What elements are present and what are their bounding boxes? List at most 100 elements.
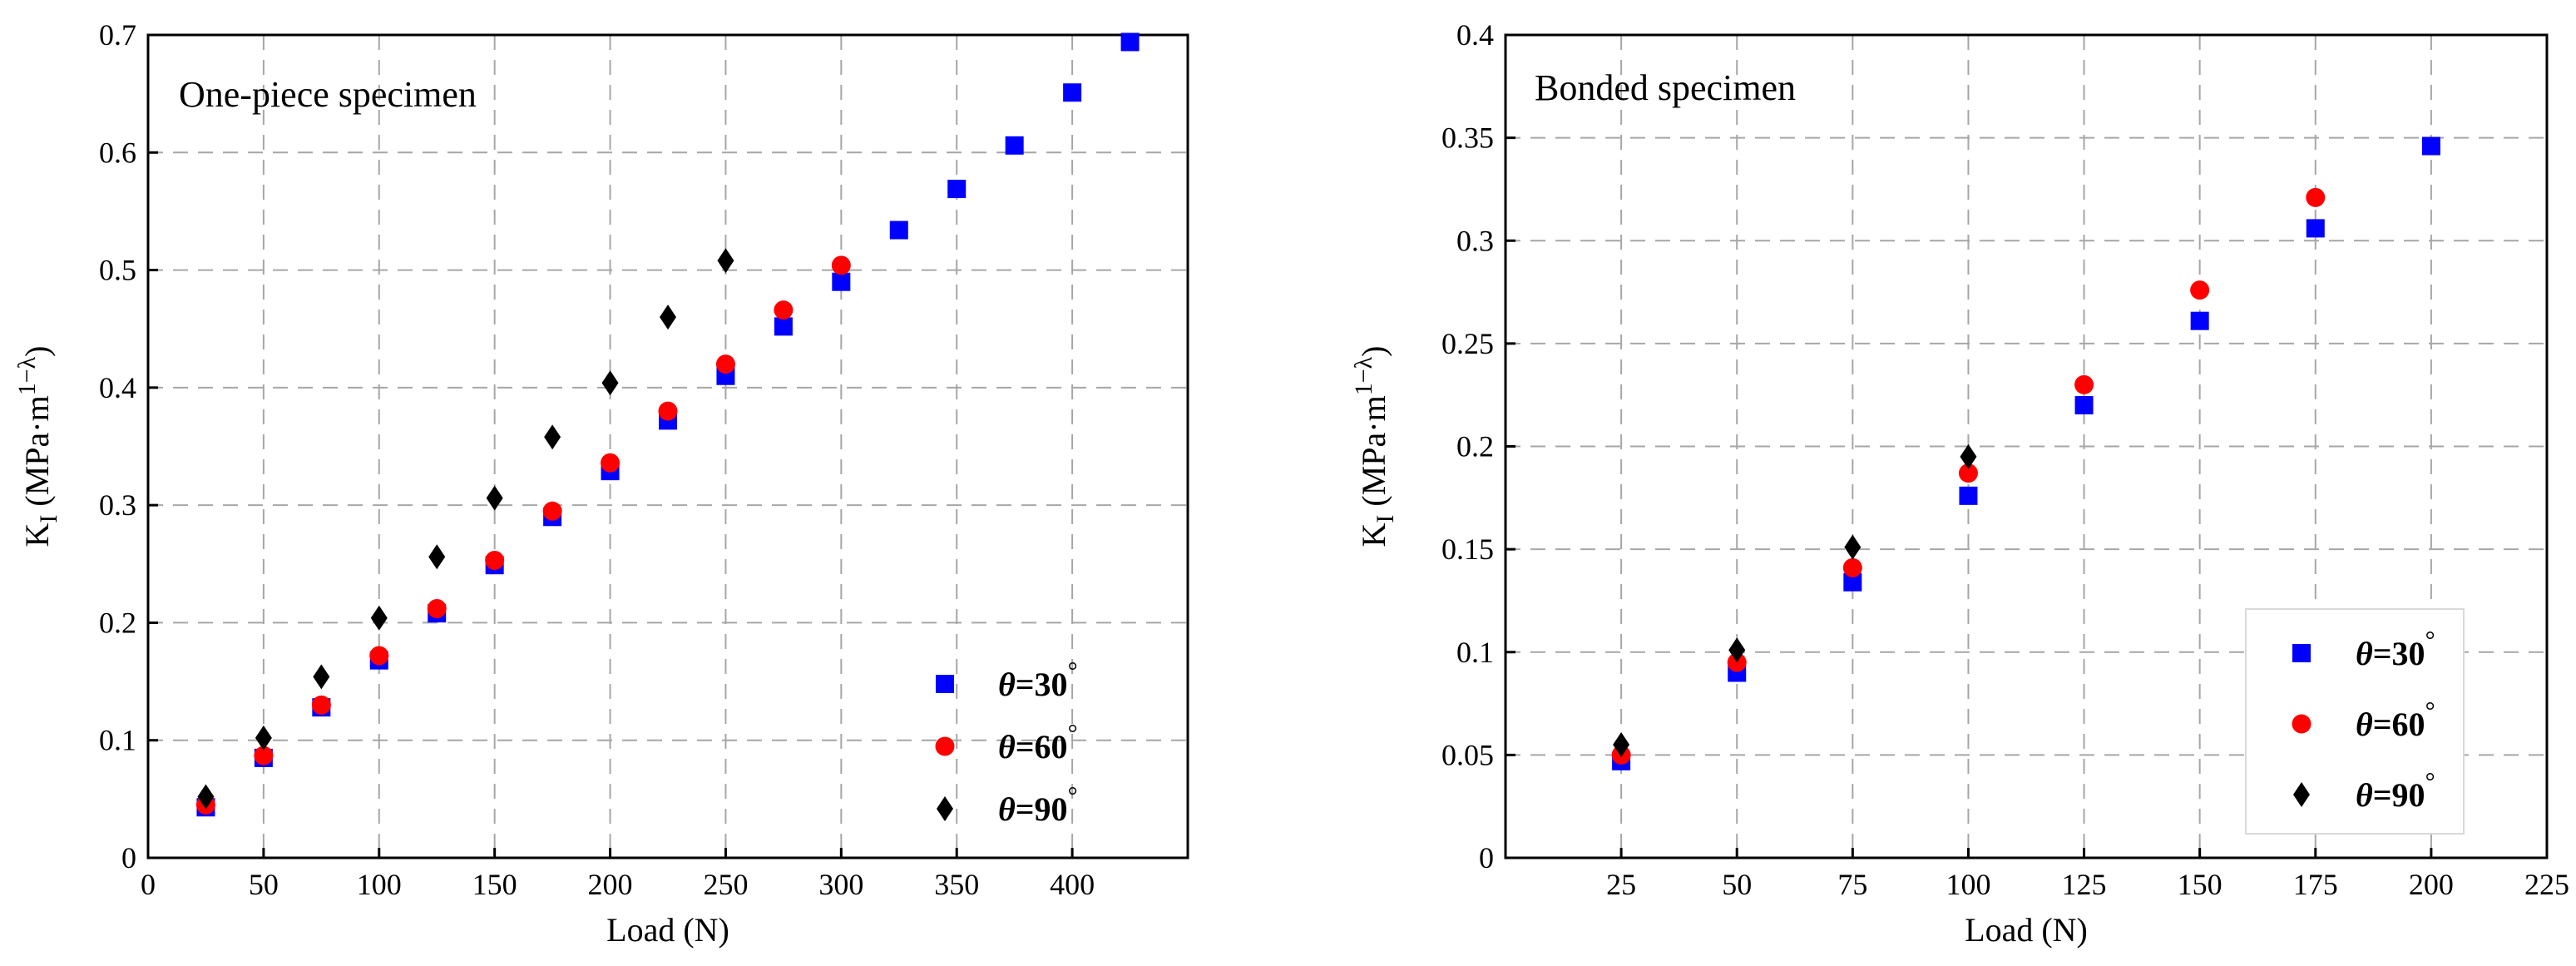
data-point (660, 305, 676, 330)
data-point (1120, 32, 1140, 52)
data-point (1960, 443, 1977, 469)
y-label-subscript: I (35, 515, 62, 523)
data-point (542, 501, 562, 521)
data-point (1959, 486, 1978, 505)
data-point (311, 695, 331, 715)
chart-panel-2: 25 50 75 100 125 150 175 200 225 0 0.05 0.1 0.15 0.2 0… (1350, 18, 2569, 949)
data-point (947, 180, 967, 199)
legend-degree: ° (2425, 627, 2435, 654)
y-label-main: K (18, 523, 56, 547)
legend-value: =30 (1016, 666, 1068, 703)
legend-degree: ° (2425, 768, 2435, 795)
legend-value: =60 (2373, 706, 2425, 743)
x-tick-label: 350 (934, 868, 979, 901)
legend-value: =60 (1016, 728, 1068, 765)
legend-degree: ° (1068, 720, 1078, 747)
x-tick-label: 150 (472, 868, 517, 901)
legend-value: =30 (2373, 635, 2425, 672)
axes-frame (146, 33, 1189, 859)
data-point (2306, 187, 2326, 207)
data-point (1728, 637, 1746, 663)
y-label-superscript: 1−λ (1350, 356, 1377, 395)
x-tick-label: 400 (1050, 868, 1095, 901)
data-point (889, 220, 908, 240)
x-tick-label: 150 (2178, 868, 2222, 901)
legend-marker (936, 675, 954, 693)
x-tick-label: 100 (357, 868, 402, 901)
y-axis-label: KI (MPa·m1−λ) (1350, 345, 1399, 547)
data-point (1613, 732, 1630, 758)
data-point (601, 370, 619, 396)
y-tick-label: 0.4 (99, 371, 136, 404)
legend-degree: ° (1068, 657, 1078, 685)
legend-marker (2292, 714, 2311, 734)
legend-theta: θ (998, 728, 1016, 765)
legend-label: θ=30° (998, 657, 1078, 703)
legend-marker (937, 796, 953, 821)
y-tick-label: 0.2 (1456, 430, 1494, 463)
legend-label: θ=30° (2356, 627, 2435, 672)
y-label-units: (MPa·m (1355, 395, 1392, 514)
legend-marker (935, 736, 955, 756)
y-tick-label: 0.1 (99, 724, 136, 757)
y-tick-label: 0 (121, 841, 136, 874)
x-tick-label: 50 (249, 868, 279, 901)
data-point (1844, 534, 1862, 560)
y-label-units-close: ) (1355, 345, 1392, 356)
legend-theta: θ (2356, 776, 2373, 814)
chart-panel-1: 0 50 100 150 200 250 300 350 400 0 0.1 0.2 0.3 0.4 0.5… (13, 18, 1189, 949)
y-tick-label: 0.1 (1456, 636, 1494, 669)
data-point (1005, 136, 1024, 155)
legend-marker (2293, 782, 2310, 807)
x-tick-label: 250 (703, 868, 748, 901)
legend-label: θ=60° (2356, 697, 2435, 743)
x-tick-label: 100 (1946, 868, 1990, 901)
legend-degree: ° (2425, 697, 2435, 725)
x-tick-label: 25 (1606, 868, 1636, 901)
legend-degree: ° (1068, 782, 1078, 810)
legend-theta: θ (2356, 635, 2373, 672)
legend-theta: θ (998, 666, 1016, 703)
data-point (1843, 572, 1862, 592)
data-point (427, 598, 447, 618)
x-tick-label: 225 (2524, 868, 2569, 901)
legend-marker (2292, 644, 2311, 662)
data-point (1063, 83, 1082, 102)
y-tick-label: 0.7 (99, 18, 136, 52)
panel-title: Bonded specimen (1535, 67, 1796, 108)
legend-theta: θ (998, 790, 1016, 828)
axes-frame (1504, 33, 2549, 859)
data-point (831, 255, 851, 275)
y-label-subscript: I (1372, 515, 1399, 523)
data-point (255, 725, 272, 751)
x-tick-label: 75 (1837, 868, 1867, 901)
data-point (2190, 311, 2209, 330)
data-point (774, 300, 794, 320)
data-point (717, 248, 734, 274)
y-tick-label: 0.05 (1441, 738, 1494, 771)
x-tick-label: 175 (2293, 868, 2338, 901)
data-point (544, 424, 561, 450)
data-point (832, 272, 851, 291)
legend-box (2245, 608, 2465, 835)
data-point (715, 354, 735, 374)
y-label-superscript: 1−λ (13, 356, 41, 395)
y-label-main: K (1355, 523, 1392, 547)
x-tick-label: 200 (588, 868, 633, 901)
x-axis-label: Load (N) (606, 911, 729, 949)
data-point (2074, 396, 2094, 415)
legend: θ=30°θ=60°θ=90° (2245, 608, 2465, 835)
data-point (2190, 280, 2210, 300)
y-tick-label: 0.5 (99, 254, 136, 287)
legend: θ=30°θ=60°θ=90° (935, 657, 1078, 828)
data-point (428, 544, 446, 570)
legend-label: θ=90° (2356, 768, 2435, 814)
y-tick-label: 0.6 (99, 136, 136, 169)
panel-title: One-piece specimen (179, 74, 477, 115)
legend-value: =90 (1016, 790, 1068, 828)
y-label-units: (MPa·m (18, 395, 56, 514)
legend-label: θ=90° (998, 782, 1078, 828)
series-circle (195, 255, 851, 815)
x-tick-label: 50 (1722, 868, 1752, 901)
